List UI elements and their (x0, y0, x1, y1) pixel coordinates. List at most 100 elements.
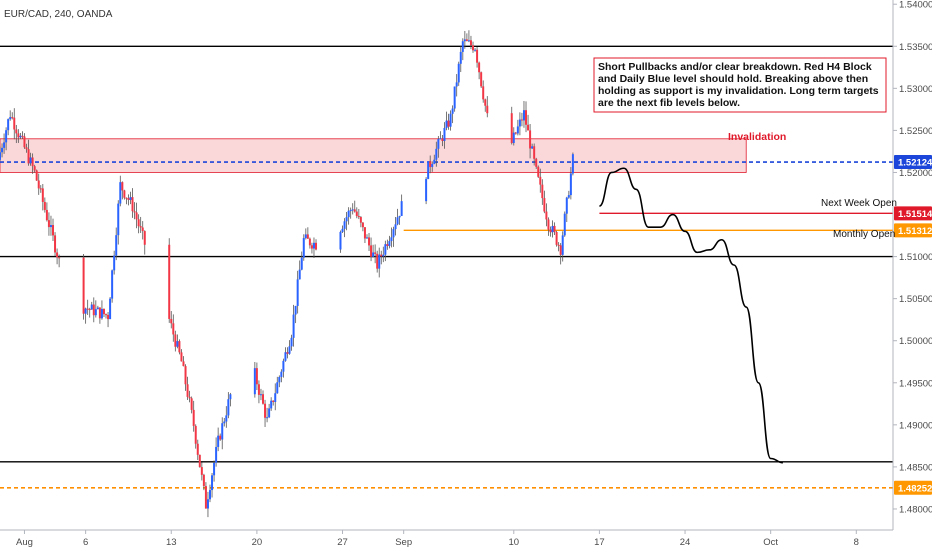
candle-body (284, 352, 287, 361)
candle-body (1, 147, 4, 153)
x-tick-label: 13 (166, 537, 177, 548)
candle-body (9, 117, 12, 120)
candle-body (516, 126, 519, 134)
candle-body (270, 400, 273, 409)
candle-body (388, 241, 391, 246)
candle-body (47, 220, 50, 228)
x-tick-label: Oct (763, 537, 778, 548)
candle-body (353, 209, 356, 212)
candle-body (172, 323, 175, 335)
candle-body (368, 237, 371, 246)
y-tick-label: 1.54000 (899, 0, 932, 11)
candle-body (133, 211, 136, 213)
candle-body (45, 209, 48, 221)
candle-body (370, 245, 373, 257)
y-tick-label: 1.50500 (899, 294, 932, 305)
candle-body (390, 237, 393, 242)
candle-body (219, 435, 222, 440)
candle-body (268, 408, 271, 418)
candle-body (56, 252, 59, 258)
candle-body (431, 163, 434, 168)
candle-body (445, 120, 448, 128)
candle-body (11, 117, 14, 119)
candle-body (359, 217, 362, 223)
candle-body (202, 474, 205, 487)
candle-body (400, 201, 403, 216)
candle-body (180, 352, 183, 362)
candle-body (264, 403, 267, 418)
candle-body (5, 130, 8, 143)
candle-body (208, 490, 211, 500)
note-line-4: are the next fib levels below. (598, 97, 740, 109)
y-tick-label: 1.49500 (899, 378, 932, 389)
red-h4-block (0, 138, 747, 173)
candle-body (84, 308, 87, 314)
candle-body (543, 198, 546, 212)
x-tick-label: 20 (252, 537, 263, 548)
badge-layer: 1.52124 1.51514 1.51312 1.48252 (894, 155, 932, 495)
price-badge-label: 1.51514 (898, 209, 932, 220)
candle-body (37, 180, 40, 189)
candle-body (567, 195, 570, 198)
candle-body (49, 225, 52, 228)
candle-body (453, 86, 456, 109)
candle-body (343, 221, 346, 229)
candle-body (115, 235, 118, 256)
candle-body (82, 257, 85, 314)
candle-body (123, 190, 126, 198)
candle-body (439, 138, 442, 140)
candle-body (229, 394, 232, 400)
candle-body (563, 213, 566, 236)
candle-body (361, 222, 364, 228)
candle-body (437, 139, 440, 149)
candle-body (223, 421, 226, 424)
candle-body (539, 176, 542, 185)
candle-body (7, 119, 10, 131)
price-badge (894, 223, 932, 238)
candle-body (13, 117, 16, 130)
candle-body (472, 45, 475, 51)
candle-body (441, 138, 444, 141)
candle-body (315, 242, 318, 250)
candle-body (113, 255, 116, 271)
candle-body (527, 124, 530, 131)
candle-body (547, 219, 550, 230)
candle-body (23, 136, 26, 148)
candle-body (92, 304, 95, 316)
candle-body (192, 409, 195, 426)
candle-body (345, 217, 348, 222)
candle-body (31, 157, 34, 167)
zone-layer (0, 138, 747, 173)
y-tick-label: 1.48000 (899, 504, 932, 515)
candle-body (559, 245, 562, 255)
candle-body (21, 135, 24, 137)
candle-body (52, 225, 55, 236)
candle-body (302, 238, 305, 258)
candle-body (262, 394, 265, 404)
candle-body (365, 237, 368, 239)
candle-body (457, 63, 460, 83)
candles-layer (0, 30, 574, 518)
candle-body (557, 244, 560, 246)
candle-body (537, 166, 540, 177)
candle-body (569, 173, 572, 196)
candle-body (451, 108, 454, 114)
candle-body (357, 215, 360, 218)
candle-body (174, 334, 177, 347)
candle-body (310, 245, 313, 249)
candle-body (525, 110, 528, 125)
candle-body (474, 49, 477, 51)
candle-body (486, 105, 489, 114)
candle-body (102, 308, 105, 315)
candle-body (459, 51, 462, 64)
x-tick-label: 6 (83, 537, 88, 548)
candle-body (308, 238, 311, 246)
candle-body (139, 226, 142, 228)
x-tick-label: 24 (680, 537, 691, 548)
candle-body (190, 398, 193, 410)
candle-body (378, 254, 381, 269)
candle-body (533, 146, 536, 159)
candle-body (143, 231, 146, 245)
candle-body (184, 366, 187, 385)
